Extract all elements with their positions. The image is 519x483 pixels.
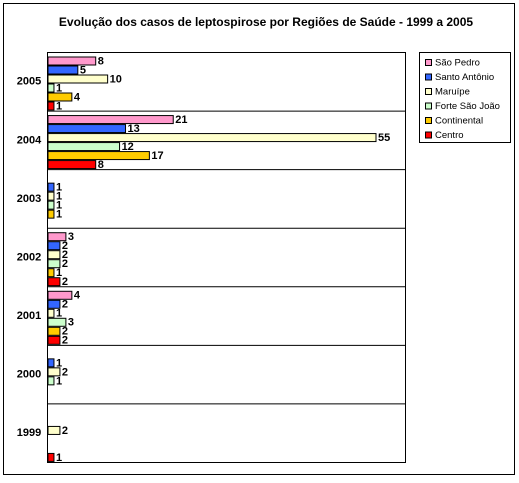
bar — [47, 160, 97, 170]
value-label: 2 — [62, 258, 68, 270]
bar — [47, 232, 67, 242]
value-label: 2 — [62, 335, 68, 347]
bar — [47, 268, 55, 278]
value-label: 3 — [68, 317, 74, 329]
value-label: 1 — [56, 182, 62, 194]
legend-swatch — [425, 73, 432, 81]
value-label: 2 — [62, 276, 68, 288]
bar — [47, 367, 61, 377]
value-label: 1 — [56, 308, 62, 320]
bar — [47, 376, 55, 386]
y-tick-label: 2000 — [17, 369, 41, 381]
value-label: 8 — [98, 55, 104, 67]
plot-area — [47, 52, 406, 463]
value-label: 4 — [74, 91, 81, 103]
bar — [47, 191, 55, 201]
bar — [47, 358, 55, 368]
legend-swatch — [425, 102, 432, 110]
bar — [47, 74, 109, 84]
bar — [47, 241, 61, 251]
value-label: 1 — [56, 200, 62, 212]
value-label: 1 — [56, 267, 62, 279]
value-label: 2 — [62, 240, 68, 252]
bar — [47, 259, 61, 269]
value-label: 1 — [56, 82, 62, 94]
value-label: 8 — [98, 159, 104, 171]
legend-swatch — [425, 59, 432, 66]
bar — [47, 425, 61, 435]
legend — [419, 52, 511, 143]
legend-swatch — [425, 117, 432, 124]
legend-label: Centro — [435, 130, 464, 141]
value-label: 1 — [56, 100, 62, 112]
y-tick-label: 2005 — [17, 76, 41, 88]
bar — [47, 151, 150, 161]
bar — [47, 250, 61, 260]
bar — [47, 335, 61, 345]
y-tick-label: 2001 — [17, 310, 41, 322]
legend-swatch — [425, 88, 432, 95]
value-label: 55 — [378, 132, 390, 144]
legend-label: Maruípe — [435, 87, 470, 98]
value-label: 12 — [122, 141, 134, 153]
value-label: 4 — [74, 290, 81, 302]
bar — [47, 101, 55, 111]
value-label: 3 — [68, 231, 74, 243]
value-label: 5 — [80, 64, 86, 76]
value-label: 1 — [56, 209, 62, 221]
bar — [47, 277, 61, 287]
y-tick-label: 1999 — [17, 427, 41, 439]
value-label: 1 — [56, 375, 62, 387]
value-label: 2 — [62, 299, 68, 311]
bar — [47, 308, 55, 318]
bar — [47, 200, 55, 210]
value-label: 17 — [151, 150, 163, 162]
value-label: 1 — [56, 191, 62, 203]
bar — [47, 133, 377, 143]
legend-label: Forte São João — [435, 101, 500, 112]
value-label: 2 — [62, 366, 68, 378]
bar — [47, 326, 61, 336]
value-label: 1 — [56, 452, 62, 464]
bar — [47, 142, 121, 152]
bar — [47, 115, 174, 125]
value-label: 1 — [56, 357, 62, 369]
bar — [47, 83, 55, 93]
value-label: 13 — [128, 123, 140, 135]
y-tick-label: 2002 — [17, 251, 41, 263]
value-label: 2 — [62, 249, 68, 261]
bar — [47, 452, 55, 462]
bar — [47, 92, 73, 102]
y-tick-label: 2004 — [17, 134, 42, 146]
bar — [47, 317, 67, 327]
value-label: 21 — [175, 114, 187, 126]
chart-title: Evolução dos casos de leptospirose por R… — [59, 15, 473, 29]
bar — [47, 209, 55, 219]
bar — [47, 299, 61, 309]
legend-label: Santo Antônio — [435, 72, 494, 83]
legend-label: São Pedro — [435, 58, 480, 69]
y-tick-label: 2003 — [17, 193, 41, 205]
legend-label: Continental — [435, 116, 483, 127]
bar — [47, 65, 79, 75]
bar — [47, 124, 127, 134]
bar — [47, 290, 73, 300]
bar — [47, 182, 55, 192]
value-label: 10 — [110, 73, 122, 85]
legend-swatch — [425, 131, 432, 139]
bar — [47, 56, 97, 66]
value-label: 2 — [62, 425, 68, 437]
value-label: 2 — [62, 326, 68, 338]
